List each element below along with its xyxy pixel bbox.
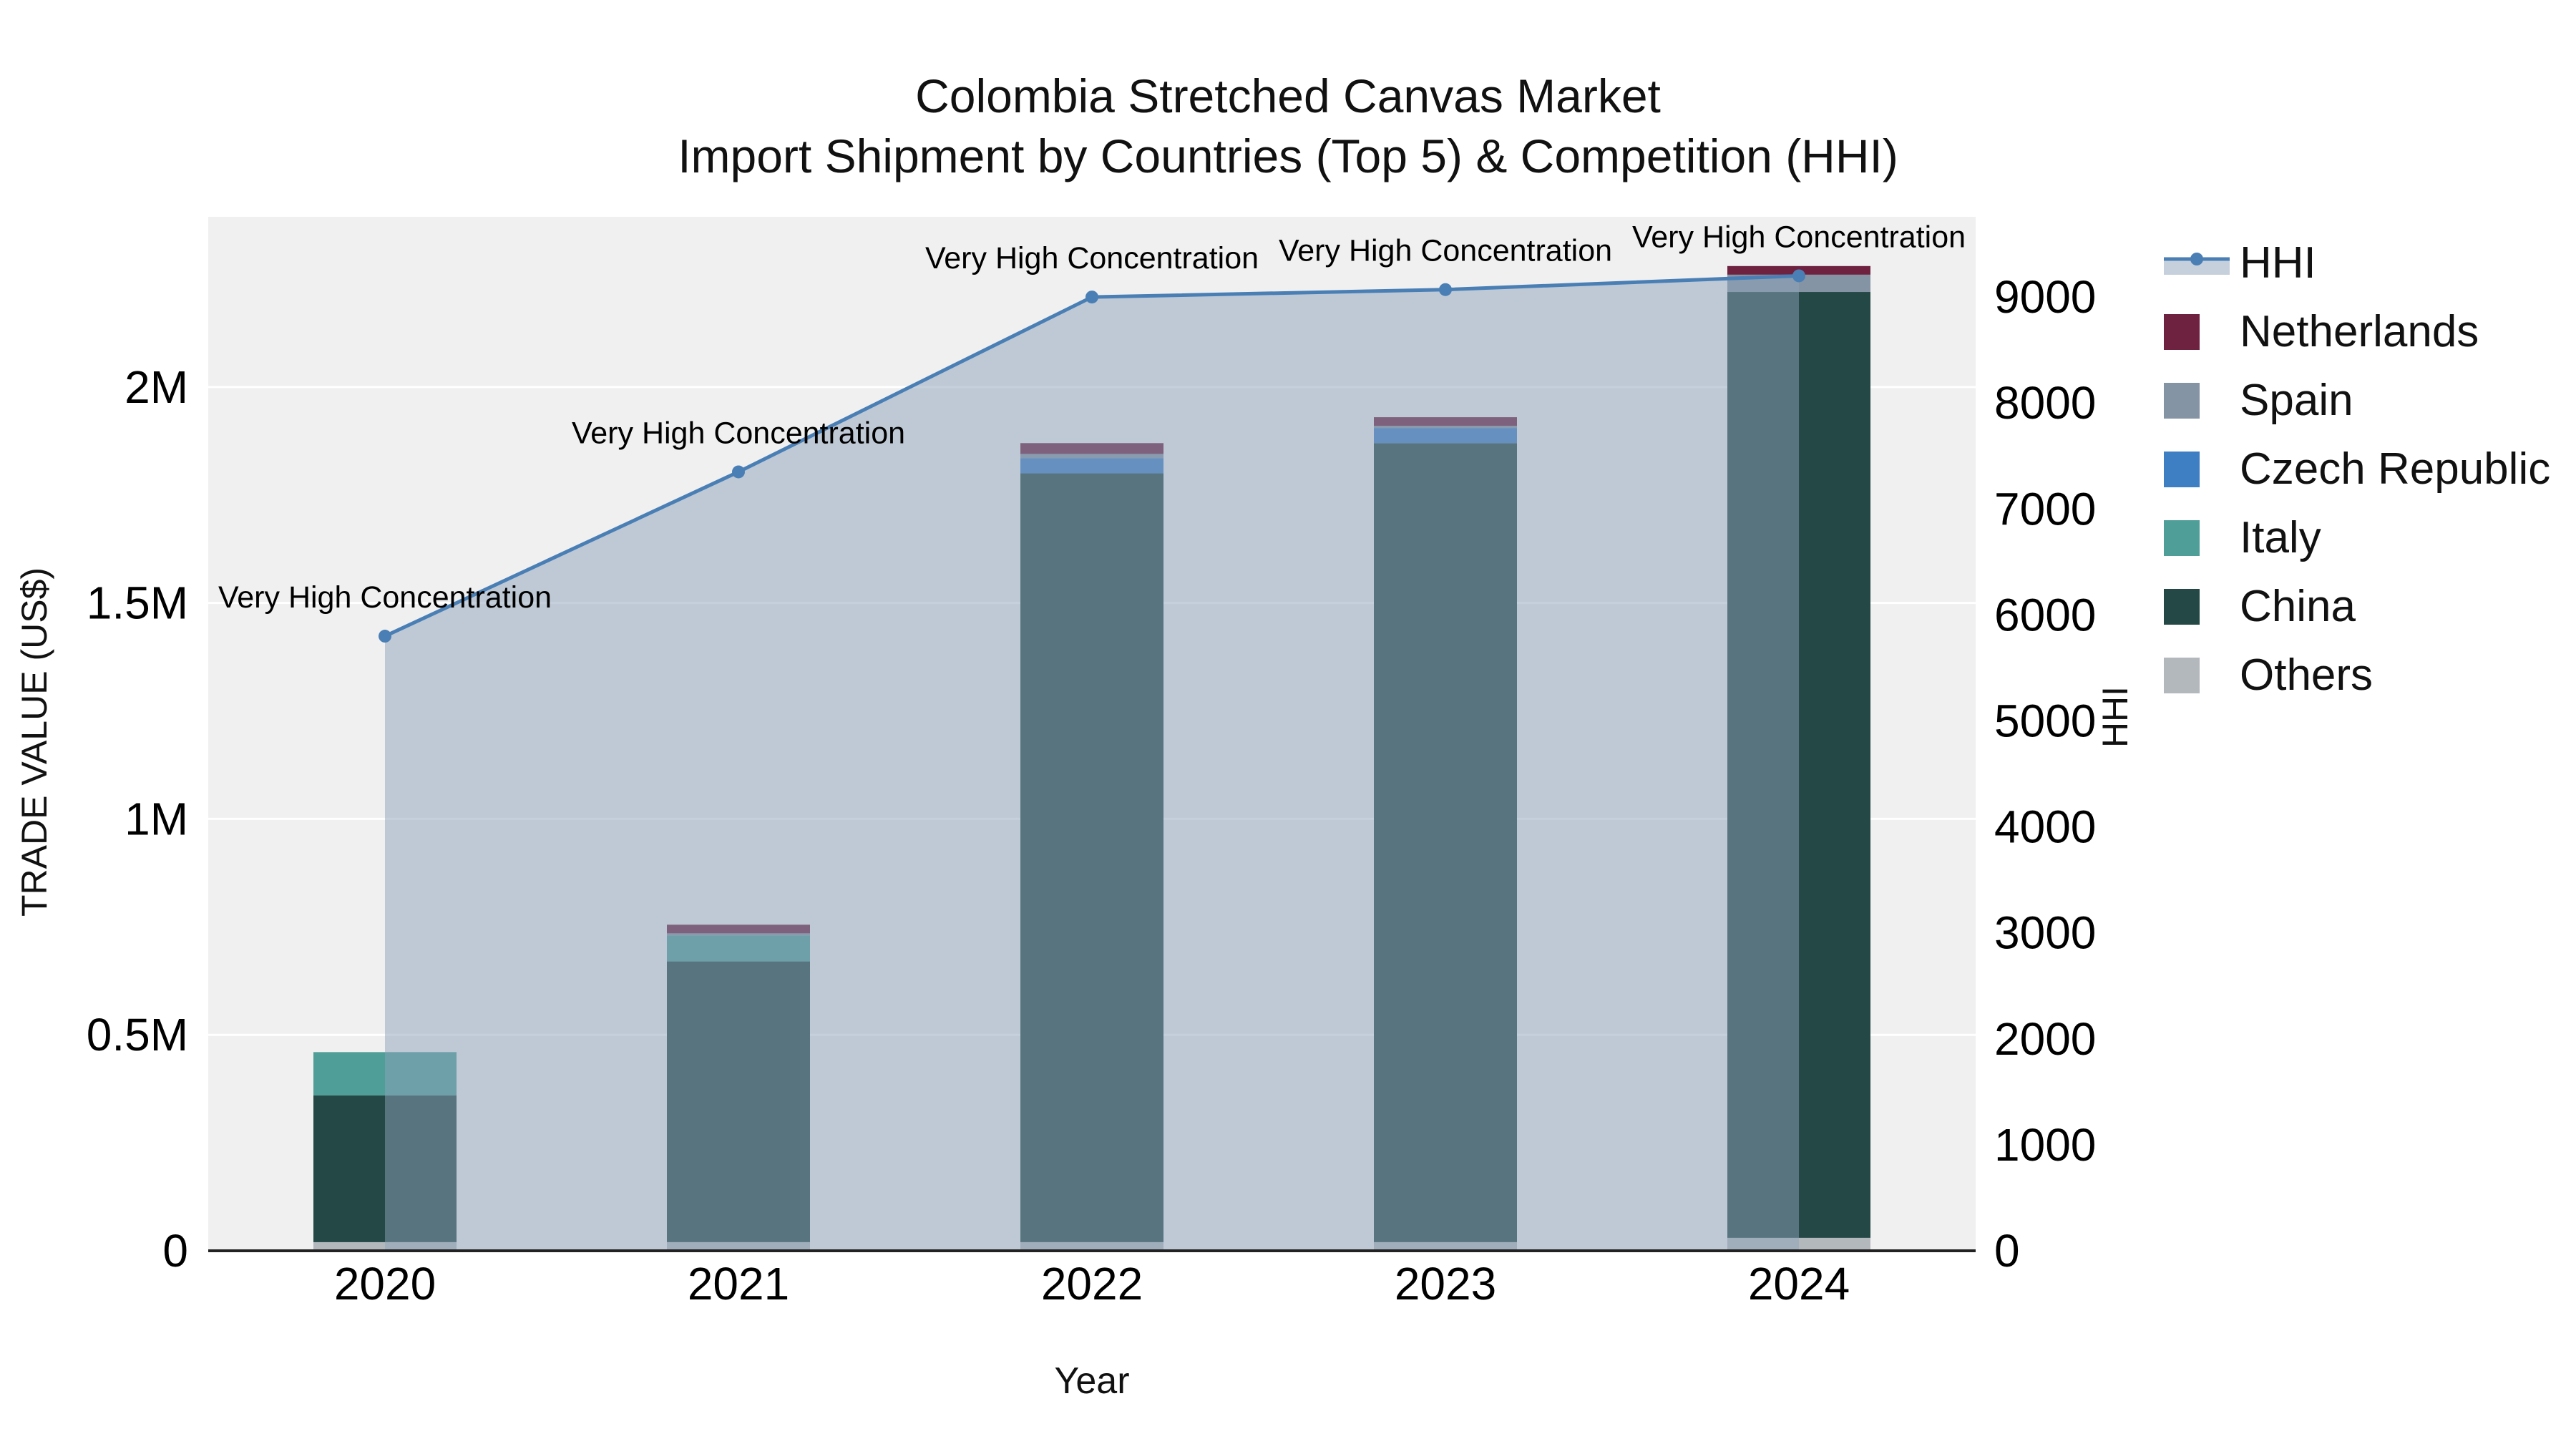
others-swatch-icon <box>2164 658 2230 693</box>
spain-swatch-icon <box>2164 383 2230 419</box>
hhi-swatch-icon <box>2164 245 2230 281</box>
hhi-marker-2022[interactable] <box>1085 291 1098 304</box>
netherlands-swatch-icon <box>2164 314 2230 350</box>
annotation-2023: Very High Concentration <box>1279 234 1612 268</box>
left-tick-1.5M: 1.5M <box>87 577 188 629</box>
annotation-2021: Very High Concentration <box>572 416 905 450</box>
x-tick-2020: 2020 <box>334 1258 436 1309</box>
right-tick-3000: 3000 <box>1994 907 2096 959</box>
left-tick-2M: 2M <box>125 361 188 413</box>
legend-label-china: China <box>2240 582 2356 631</box>
x-tick-2021: 2021 <box>688 1258 789 1309</box>
right-tick-2000: 2000 <box>1994 1013 2096 1065</box>
right-tick-1000: 1000 <box>1994 1119 2096 1171</box>
chart-title: Colombia Stretched Canvas Market Import … <box>0 66 2576 186</box>
right-tick-8000: 8000 <box>1994 377 2096 429</box>
hhi-marker-2023[interactable] <box>1439 283 1452 296</box>
legend-label-netherlands: Netherlands <box>2240 307 2479 356</box>
legend-item-others[interactable]: Others <box>2164 653 2550 698</box>
spain-color-swatch <box>2164 383 2200 419</box>
right-tick-7000: 7000 <box>1994 483 2096 535</box>
hhi-marker-2024[interactable] <box>1792 269 1805 283</box>
right-axis-title: HHI <box>2095 686 2135 748</box>
legend-item-hhi[interactable]: HHI <box>2164 241 2550 286</box>
czech-republic-swatch-icon <box>2164 452 2230 487</box>
annotation-2020: Very High Concentration <box>218 580 552 615</box>
italy-swatch-icon <box>2164 520 2230 556</box>
hhi-marker-2020[interactable] <box>379 630 391 643</box>
legend-label-czech-republic: Czech Republic <box>2240 444 2551 494</box>
left-axis-title: TRADE VALUE (US$) <box>14 567 54 917</box>
italy-color-swatch <box>2164 520 2200 556</box>
legend-item-italy[interactable]: Italy <box>2164 516 2550 560</box>
annotation-2022: Very High Concentration <box>925 241 1259 275</box>
hhi-marker-2021[interactable] <box>732 465 745 479</box>
hhi-line-swatch-icon <box>2164 253 2230 275</box>
chart-title-line2: Import Shipment by Countries (Top 5) & C… <box>678 130 1898 182</box>
x-tick-2024: 2024 <box>1748 1258 1850 1309</box>
hhi-swatch-marker <box>2190 253 2203 265</box>
left-tick-1M: 1M <box>125 793 188 844</box>
legend-label-spain: Spain <box>2240 376 2353 425</box>
legend-label-italy: Italy <box>2240 513 2321 562</box>
legend-label-others: Others <box>2240 650 2373 700</box>
legend-item-china[interactable]: China <box>2164 585 2550 629</box>
chart-title-line1: Colombia Stretched Canvas Market <box>915 69 1661 122</box>
hhi-swatch-fill <box>2164 259 2230 275</box>
right-tick-4000: 4000 <box>1994 801 2096 853</box>
china-color-swatch <box>2164 589 2200 625</box>
right-tick-6000: 6000 <box>1994 589 2096 640</box>
legend-item-czech-republic[interactable]: Czech Republic <box>2164 447 2550 492</box>
others-color-swatch <box>2164 658 2200 693</box>
czech-republic-color-swatch <box>2164 452 2200 487</box>
x-tick-2022: 2022 <box>1041 1258 1143 1309</box>
legend-item-netherlands[interactable]: Netherlands <box>2164 310 2550 354</box>
right-tick-9000: 9000 <box>1994 271 2096 323</box>
china-swatch-icon <box>2164 589 2230 625</box>
right-tick-5000: 5000 <box>1994 696 2096 747</box>
left-tick-0.5M: 0.5M <box>87 1009 188 1060</box>
hhi-area-fill <box>385 275 1799 1252</box>
right-tick-0: 0 <box>1994 1225 2020 1277</box>
legend-item-spain[interactable]: Spain <box>2164 379 2550 423</box>
x-axis-title: Year <box>1054 1360 1130 1402</box>
legend-label-hhi: HHI <box>2240 238 2316 288</box>
x-tick-2023: 2023 <box>1395 1258 1496 1309</box>
annotation-2024: Very High Concentration <box>1632 220 1966 254</box>
legend: HHI Netherlands Spain Czech Republic Italy Ch… <box>2164 241 2550 722</box>
netherlands-color-swatch <box>2164 314 2200 350</box>
left-tick-0: 0 <box>162 1225 188 1277</box>
